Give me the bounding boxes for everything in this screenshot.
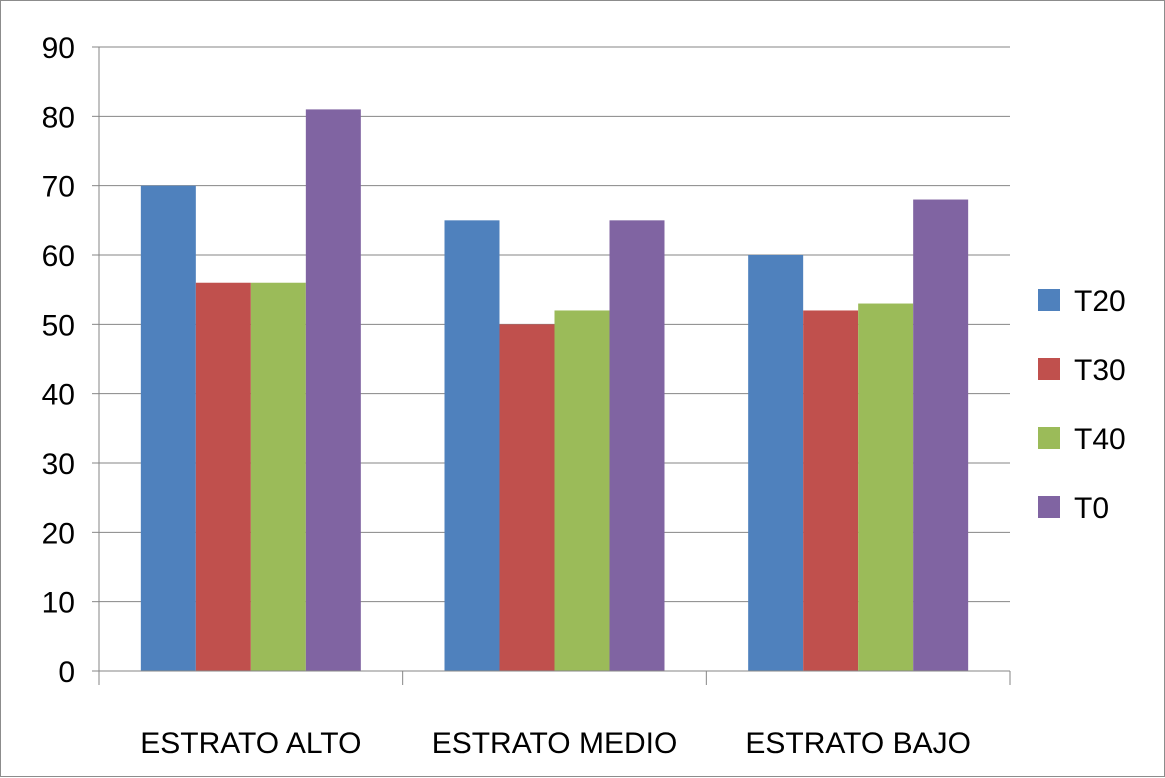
legend-label: T0 (1074, 492, 1109, 525)
bar (554, 310, 610, 671)
y-tick-label: 30 (42, 448, 75, 481)
x-axis-category-labels: ESTRATO ALTO ESTRATO MEDIO ESTRATO BAJO (140, 727, 971, 760)
legend-swatch (1038, 496, 1060, 518)
bar (499, 324, 555, 671)
legend-swatch (1038, 289, 1060, 311)
bars (140, 109, 969, 672)
bar (305, 109, 361, 671)
y-tick-label: 0 (58, 656, 75, 689)
legend: T20 T30 T40 T0 (1038, 285, 1126, 525)
bar (748, 255, 804, 671)
bar (609, 220, 665, 672)
y-tick-label: 60 (42, 240, 75, 273)
legend-label: T20 (1074, 285, 1126, 318)
bar (250, 282, 306, 671)
x-category-label: ESTRATO BAJO (745, 727, 971, 760)
y-tick-label: 10 (42, 587, 75, 620)
y-axis-tick-labels: 0 10 20 30 40 50 60 70 80 90 (42, 32, 75, 689)
y-tick-label: 70 (42, 171, 75, 204)
legend-swatch (1038, 427, 1060, 449)
y-tick-label: 80 (42, 101, 75, 134)
legend-swatch (1038, 358, 1060, 380)
legend-label: T30 (1074, 354, 1126, 387)
bar (444, 220, 500, 672)
bar (140, 185, 196, 671)
y-tick-label: 20 (42, 517, 75, 550)
x-category-label: ESTRATO ALTO (140, 727, 361, 760)
x-category-label: ESTRATO MEDIO (432, 727, 678, 760)
y-tick-label: 50 (42, 309, 75, 342)
y-tick-label: 90 (42, 32, 75, 65)
legend-label: T40 (1074, 423, 1126, 456)
axes (92, 46, 1011, 685)
y-tick-label: 40 (42, 379, 75, 412)
bar (803, 310, 859, 671)
bar (913, 199, 969, 672)
bar (195, 282, 251, 671)
bar (858, 303, 914, 671)
